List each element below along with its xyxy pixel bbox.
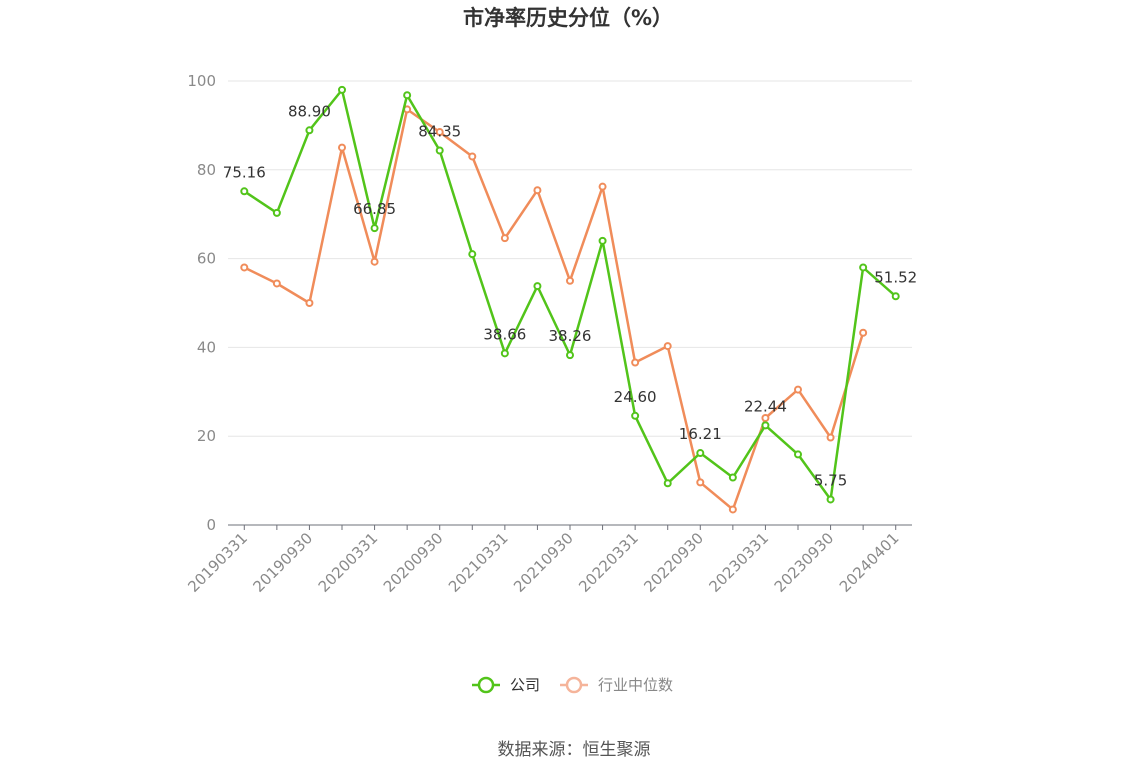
data-point[interactable] [533,186,542,195]
data-point[interactable] [891,292,900,301]
data-point[interactable] [663,342,672,351]
data-label: 75.16 [223,163,266,181]
data-point[interactable] [435,128,444,137]
legend-marker [477,676,495,694]
data-point[interactable] [631,358,640,367]
data-labels: 75.16 88.90 66.85 84.35 38.66 38.26 24.60 16.21… [223,102,917,489]
y-tick-label: 40 [197,338,216,356]
data-point[interactable] [859,263,868,272]
y-tick-label: 60 [197,250,216,268]
data-point[interactable] [728,505,737,514]
data-label: 38.26 [549,327,592,345]
chart-title: 市净率历史分位（%） [463,6,673,30]
data-point[interactable] [761,421,770,430]
data-point[interactable] [794,385,802,394]
data-point[interactable] [435,146,444,155]
data-point[interactable] [500,234,509,243]
y-tick-label: 0 [206,516,216,534]
legend-item-1[interactable]: 行业中位数 [560,676,673,694]
x-tick-label: 20240401 [836,529,903,596]
x-tick-label: 20220930 [640,529,707,596]
source-note: 数据来源：恒生聚源 [498,740,651,760]
legend[interactable]: 公司 行业中位数 [472,676,673,694]
data-point[interactable] [468,250,477,259]
x-tick-label: 20190331 [184,529,251,596]
data-label: 38.66 [483,325,526,343]
data-point[interactable] [500,349,509,358]
data-label: 22.44 [744,397,787,415]
data-label: 88.90 [288,102,331,120]
data-point[interactable] [305,299,314,307]
data-label: 16.21 [679,425,722,443]
x-tick-label: 20200331 [315,529,382,596]
data-point[interactable] [663,479,672,488]
data-point[interactable] [370,224,379,233]
data-label: 24.60 [614,388,657,406]
data-point[interactable] [826,495,835,504]
data-label: 5.75 [814,471,847,489]
data-label: 84.35 [418,122,461,140]
x-tick-label: 20230331 [706,529,773,596]
data-point[interactable] [761,413,770,422]
data-label: 51.52 [874,268,917,286]
data-point[interactable] [240,187,249,196]
data-point[interactable] [468,152,477,161]
data-point[interactable] [272,208,281,217]
data-point[interactable] [728,473,737,482]
data-point[interactable] [240,263,249,272]
data-point[interactable] [598,182,607,191]
data-point[interactable] [566,351,574,360]
legend-label: 公司 [510,676,540,694]
x-tick-label: 20210331 [445,529,512,596]
series-layer [240,85,900,514]
data-point[interactable] [631,411,640,420]
y-tick-label: 20 [197,427,216,445]
data-point[interactable] [696,449,705,458]
data-point[interactable] [338,143,346,152]
legend-label: 行业中位数 [598,676,673,694]
data-point[interactable] [859,328,868,337]
data-point[interactable] [305,126,314,135]
data-point[interactable] [338,85,346,94]
data-point[interactable] [403,91,412,100]
legend-item-0[interactable]: 公司 [472,676,540,694]
x-tick-label: 20190930 [250,529,317,596]
x-tick-label: 20230930 [771,529,838,596]
y-axis: 0 20 40 60 80 100 [187,72,216,534]
data-point[interactable] [696,478,705,487]
data-point[interactable] [794,450,802,459]
data-label: 66.85 [353,200,396,218]
data-point[interactable] [370,257,379,266]
data-point[interactable] [566,276,574,285]
data-point[interactable] [272,279,281,288]
data-point[interactable] [533,282,542,291]
x-tick-label: 20200930 [380,529,447,596]
x-tick-label: 20220331 [575,529,642,596]
y-tick-label: 100 [187,72,216,90]
data-point[interactable] [826,433,835,442]
data-point[interactable] [598,236,607,245]
legend-marker [565,676,583,694]
x-tick-label: 20210930 [510,529,577,596]
x-axis: 2019033120190930202003312020093020210331… [184,524,912,596]
grid [228,80,912,437]
y-tick-label: 80 [197,161,216,179]
